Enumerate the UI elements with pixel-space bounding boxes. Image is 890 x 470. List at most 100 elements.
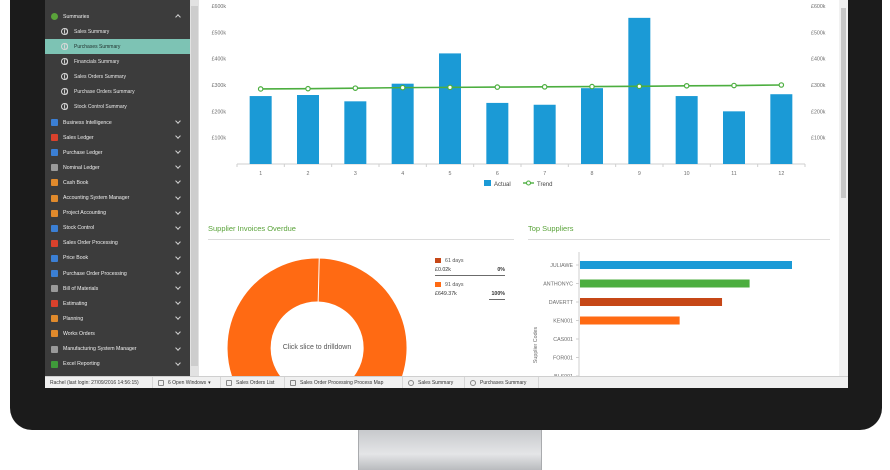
trend-point[interactable] [447,84,453,91]
chevron-down-icon[interactable] [175,163,181,170]
y-tick-label-right: £600k [811,4,826,10]
sidebar-subitem-label: Purchase Orders Summary [74,88,135,95]
chevron-down-icon[interactable] [175,269,181,275]
trend-point[interactable] [352,85,359,91]
actual-bar[interactable] [628,17,651,164]
actual-bar[interactable] [344,101,367,164]
main-scrollbar[interactable] [839,0,848,376]
windows-icon [158,379,164,386]
sidebar-subitem-sales-orders-summary[interactable]: Sales Orders Summary [45,69,190,84]
sidebar-subitem-financials-summary[interactable]: Financials Summary [45,54,190,69]
sidebar-item-nominal-ledger[interactable]: Nominal Ledger [45,160,190,175]
actual-bar[interactable] [581,88,603,164]
actual-bar[interactable] [770,94,793,164]
chevron-down-icon[interactable] [175,178,181,185]
sidebar-item-manufacturing-system-manager[interactable]: Manufacturing System Manager [45,342,190,357]
trend-point[interactable] [683,82,690,89]
actual-bar[interactable] [391,83,414,164]
sidebar-subitem-stock-control-summary[interactable]: Stock Control Summary [45,99,190,114]
sidebar-item-label: Sales Order Processing [63,240,118,247]
actual-bar[interactable] [723,111,745,164]
chevron-down-icon[interactable] [175,314,181,321]
tab-sales-orders-list[interactable]: Sales Orders List [221,376,285,388]
chevron-down-icon[interactable] [175,118,181,124]
chevron-down-icon[interactable] [175,284,181,290]
grey-manufacturing-icon [51,345,58,353]
open-windows-label: 6 Open Windows [168,379,207,386]
sidebar-item-sales-order-processing[interactable]: Sales Order Processing [45,236,190,251]
sidebar-item-project-accounting[interactable]: Project Accounting [45,206,190,221]
supplier-bar[interactable] [580,316,680,325]
sidebar-subitem-label: Financials Summary [74,58,120,65]
pie-slice-91-days[interactable] [227,258,407,388]
trend-point[interactable] [731,82,737,89]
sidebar-subitem-purchases-summary[interactable]: Purchases Summary [45,39,190,54]
sidebar-scrollbar-thumb[interactable] [191,6,198,366]
sidebar-scrollbar[interactable] [190,0,199,376]
trend-point[interactable] [257,86,264,92]
sidebar-item-works-orders[interactable]: Works Orders [45,326,190,341]
sidebar-item-summaries[interactable]: Summaries [45,9,190,24]
chevron-down-icon[interactable] [175,238,181,245]
sidebar-item-excel-reporting[interactable]: Excel Reporting [45,357,190,372]
trend-point[interactable] [778,82,785,88]
chevron-down-icon[interactable] [175,329,181,336]
chevron-down-icon[interactable] [175,254,181,260]
supplier-bar[interactable] [580,279,750,288]
trend-point[interactable] [541,84,548,90]
chevron-down-icon[interactable] [175,148,181,155]
x-tick-label: 2 [307,171,310,177]
tab-sop-process-map[interactable]: Sales Order Processing Process Map [285,376,403,388]
divider [208,239,514,240]
legend-91-days[interactable]: 91 days [435,282,464,288]
main-scrollbar-thumb[interactable] [841,8,846,198]
sidebar-subitem-purchase-orders-summary[interactable]: Purchase Orders Summary [45,84,190,99]
sidebar-item-stock-control[interactable]: Stock Control [45,221,190,236]
chevron-down-icon[interactable] [175,344,181,351]
sidebar-item-sales-ledger[interactable]: Sales Ledger [45,130,190,145]
actual-bar[interactable] [675,96,698,164]
app-screen: Summaries Sales Summary Purchases Summary… [45,0,848,388]
sidebar-item-business-intelligence[interactable]: Business Intelligence [45,115,190,130]
sidebar-item-label: Planning [63,315,84,322]
monitor-stand [358,430,542,470]
chevron-up-icon[interactable] [175,14,181,20]
sidebar-item-accounting-system-manager[interactable]: Accounting System Manager [45,191,190,206]
sidebar-item-purchase-ledger[interactable]: Purchase Ledger [45,145,190,160]
supplier-bar[interactable] [580,298,723,306]
sidebar-subitem-sales-summary[interactable]: Sales Summary [45,24,190,39]
sidebar-item-price-book[interactable]: Price Book [45,251,190,266]
trend-point[interactable] [305,85,311,92]
trend-point[interactable] [589,83,595,90]
actual-bar[interactable] [486,102,509,164]
supplier-bar[interactable] [580,261,792,269]
sidebar-item-bill-of-materials[interactable]: Bill of Materials [45,281,190,296]
actual-bar[interactable] [533,104,556,164]
sidebar-item-purchase-order-processing[interactable]: Purchase Order Processing [45,266,190,281]
supplier-code-label: DAVERTT [549,300,574,306]
tab-sales-summary[interactable]: Sales Summary [403,376,465,388]
chevron-down-icon[interactable] [175,208,181,215]
actual-bar[interactable] [439,53,461,164]
chevron-down-icon[interactable] [175,359,181,366]
status-user: Rachel (last login: 27/09/2016 14:56:15) [45,376,153,388]
sidebar-item-estimating[interactable]: Estimating [45,296,190,311]
chevron-down-icon[interactable] [175,299,181,306]
trend-point[interactable] [399,84,406,91]
actual-bar[interactable] [249,96,272,164]
tab-purchases-summary[interactable]: Purchases Summary [465,376,539,388]
actual-bar[interactable] [297,95,319,164]
sidebar-subitem-label: Stock Control Summary [74,103,127,110]
value-61-days: £0.02k [435,267,451,273]
sidebar-item-planning[interactable]: Planning [45,311,190,326]
sidebar-item-cash-book[interactable]: Cash Book [45,175,190,190]
y-tick-label-right: £400k [811,57,826,63]
orange-cash-icon [51,179,58,187]
trend-point[interactable] [636,83,643,90]
legend-61-days[interactable]: 61 days [435,258,464,264]
open-windows-button[interactable]: 6 Open Windows ▾ [153,376,221,388]
chevron-down-icon[interactable] [175,193,181,200]
trend-point[interactable] [494,84,501,90]
chevron-down-icon[interactable] [175,223,181,230]
chevron-down-icon[interactable] [175,133,181,139]
